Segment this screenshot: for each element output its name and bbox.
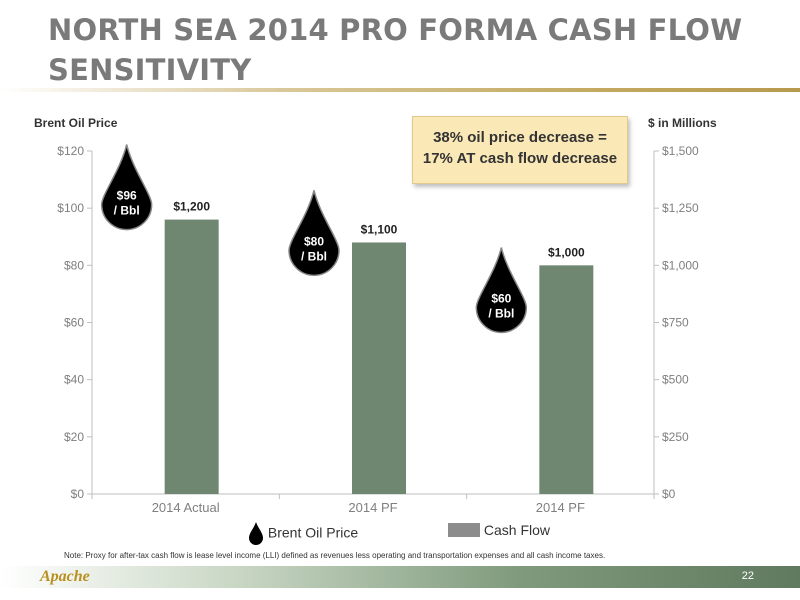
legend-swatch-cash-flow (448, 523, 480, 537)
oil-price-label: $60 (491, 292, 511, 306)
cash-flow-data-label: $1,200 (173, 200, 210, 214)
left-axis-tick-label: $60 (64, 316, 84, 330)
x-axis-category-label: 2014 Actual (152, 500, 220, 515)
cash-flow-bar (164, 219, 219, 494)
oil-drop-marker (288, 190, 340, 276)
oil-drop-marker (100, 144, 153, 231)
title-divider (0, 88, 800, 92)
right-axis-tick-label: $750 (662, 316, 689, 330)
legend-item-cash-flow: Cash Flow (448, 522, 550, 538)
right-axis-tick-label: $1,000 (662, 258, 699, 272)
right-axis-tick-label: $1,500 (662, 144, 699, 158)
legend-label-oil: Brent Oil Price (267, 524, 359, 541)
left-axis-tick-label: $100 (57, 201, 84, 215)
oil-price-label: $80 (304, 234, 324, 248)
page-number: 22 (741, 570, 754, 582)
footer-bar (0, 566, 800, 588)
x-axis-category-label: 2014 PF (536, 500, 585, 515)
company-logo: Apache (40, 568, 90, 585)
left-axis-tick-label: $80 (64, 258, 84, 272)
footnote: Note: Proxy for after-tax cash flow is l… (64, 551, 606, 560)
callout-line-1: 38% oil price decrease = (433, 129, 607, 146)
oil-price-unit-label: / Bbl (114, 204, 140, 218)
legend-label-cash-flow: Cash Flow (483, 522, 551, 538)
oil-price-label: $96 (117, 189, 137, 203)
cash-flow-bar (539, 265, 594, 494)
callout-line-2: 17% AT cash flow decrease (422, 150, 618, 167)
right-axis-tick-label: $0 (662, 487, 676, 501)
page-title: NORTH SEA 2014 PRO FORMA CASH FLOW SENSI… (48, 13, 743, 87)
left-axis-tick-label: $20 (64, 430, 84, 444)
oil-drop-icon (249, 522, 263, 545)
left-axis-label: Brent Oil Price (34, 116, 118, 130)
left-axis-tick-label: $40 (64, 373, 84, 387)
legend-item-oil: Brent Oil Price (248, 522, 358, 546)
cash-flow-data-label: $1,000 (548, 245, 585, 259)
oil-price-unit-label: / Bbl (488, 307, 514, 321)
right-axis-label: $ in Millions (648, 116, 717, 130)
right-axis-tick-label: $1,250 (662, 201, 699, 215)
left-axis-tick-label: $120 (57, 144, 84, 158)
cash-flow-data-label: $1,100 (361, 222, 398, 236)
oil-drop-marker (475, 247, 528, 334)
oil-price-unit-label: / Bbl (301, 249, 327, 263)
right-axis-tick-label: $500 (662, 373, 689, 387)
right-axis-tick-label: $250 (662, 430, 689, 444)
cash-flow-bar (352, 242, 406, 494)
x-axis-category-label: 2014 PF (348, 500, 397, 515)
sensitivity-callout: 38% oil price decrease = 17% AT cash flo… (412, 116, 628, 184)
left-axis-tick-label: $0 (71, 487, 85, 501)
